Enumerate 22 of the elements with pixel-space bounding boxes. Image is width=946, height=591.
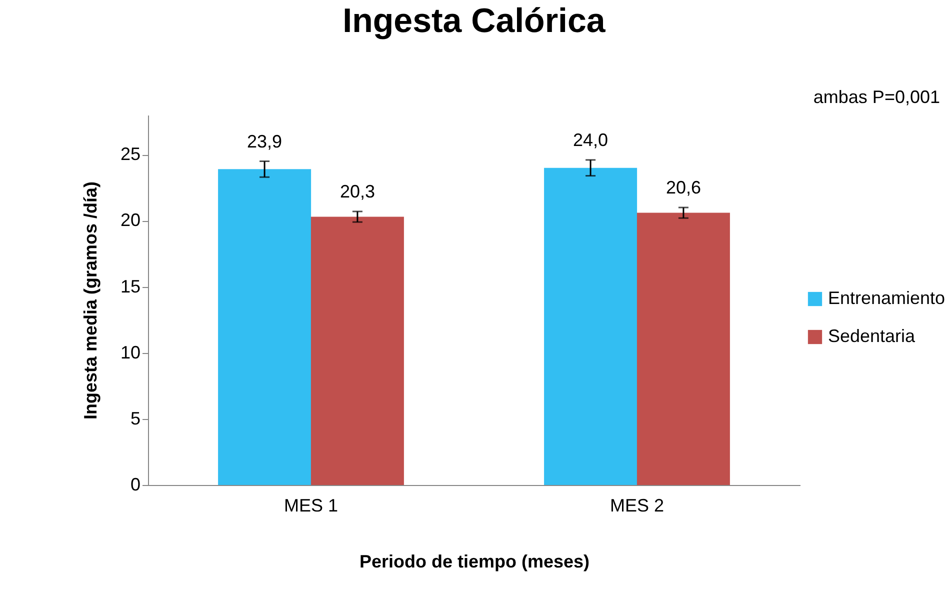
data-label: 20,3 [340, 181, 375, 202]
data-label: 20,6 [666, 178, 701, 198]
y-tick-label: 10 [120, 342, 140, 362]
bar [310, 216, 404, 485]
data-label: 23,9 [247, 131, 282, 152]
y-tick-label: 20 [120, 210, 140, 230]
y-tick-label: 0 [130, 474, 140, 494]
y-tick-label: 25 [120, 144, 140, 164]
chart-title: Ingesta Calórica [342, 2, 606, 40]
x-axis-title: Periodo de tiempo (meses) [359, 552, 590, 572]
y-axis-title: Ingesta media (gramos /día) [80, 181, 100, 420]
bar [218, 169, 312, 485]
legend-label: Sedentaria [828, 326, 916, 346]
legend-label: Entrenamiento [828, 288, 946, 308]
data-label: 24,0 [573, 130, 608, 150]
x-tick-label: MES 1 [284, 496, 338, 516]
x-tick-label: MES 2 [610, 496, 664, 516]
bar [544, 168, 638, 485]
text: ambas P=0,001 [813, 87, 940, 107]
bar [636, 212, 730, 485]
y-tick-label: 15 [120, 276, 140, 296]
y-tick-label: 5 [130, 408, 140, 428]
